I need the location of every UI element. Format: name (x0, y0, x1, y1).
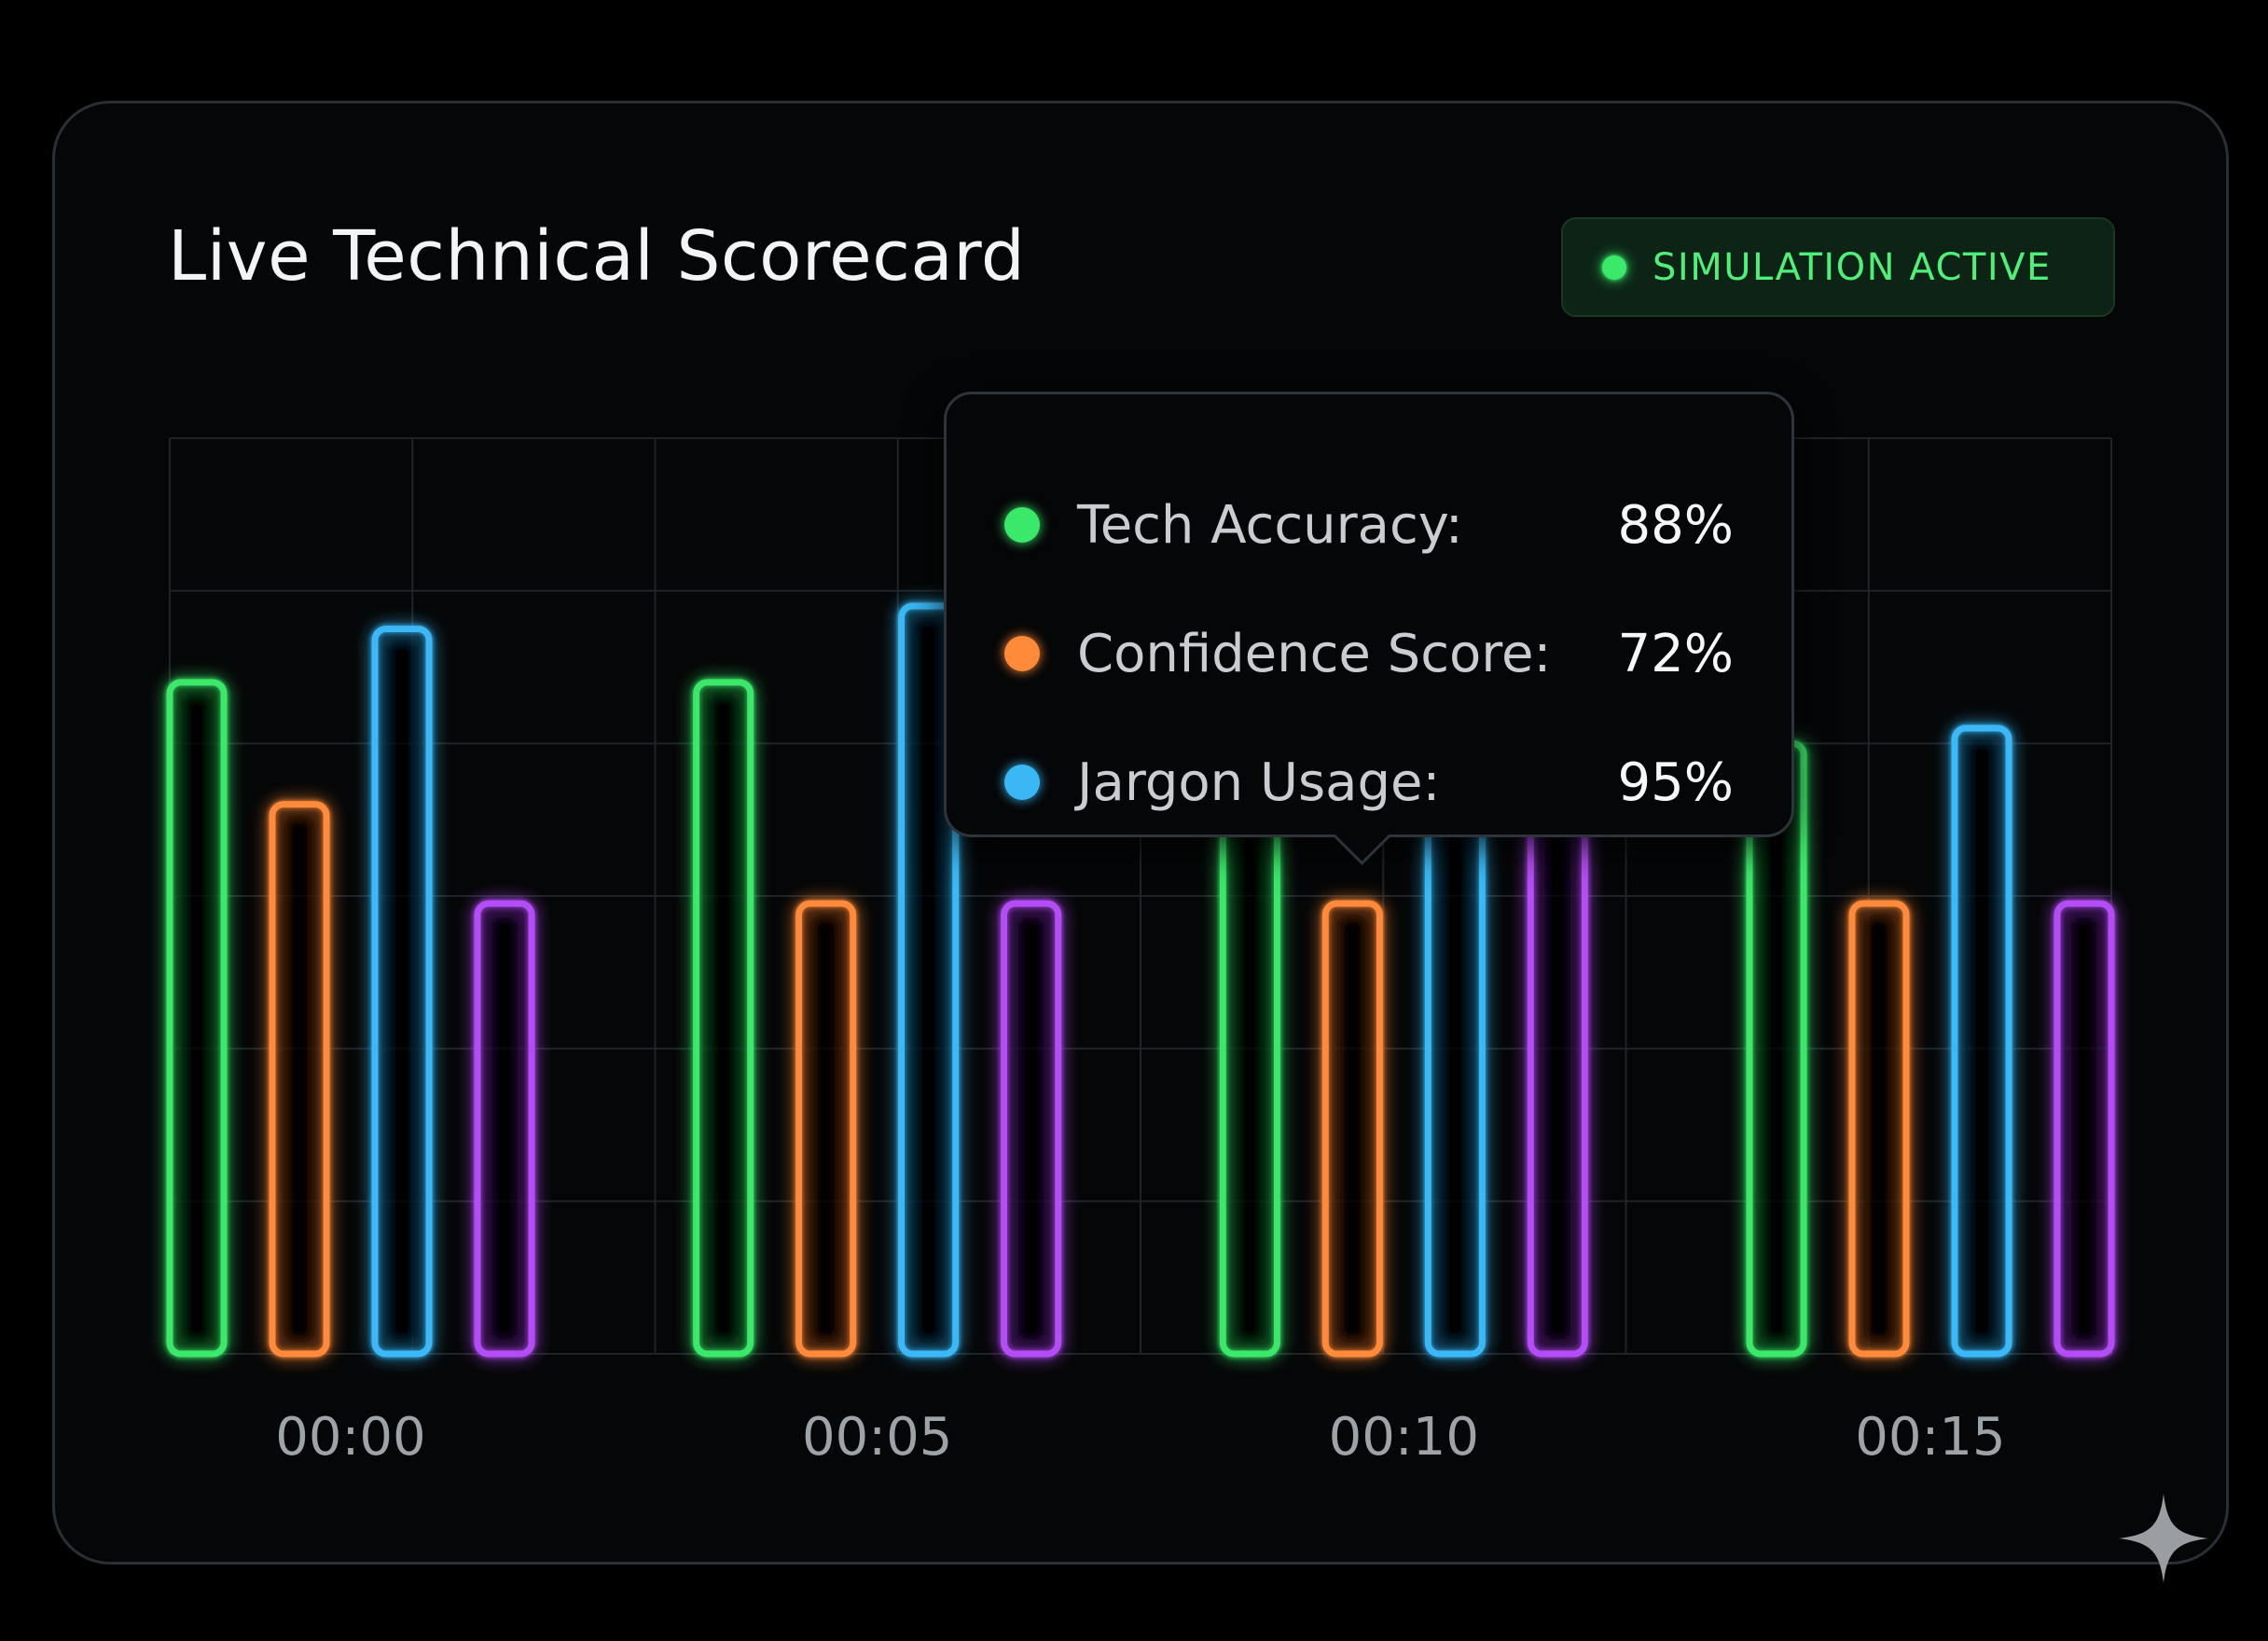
confidence-score-dot-icon (1004, 636, 1040, 671)
x-axis-ticks: 00:00 00:05 00:10 00:15 (275, 1407, 2005, 1468)
page-title: Live Technical Scorecard (168, 216, 1026, 296)
data-tooltip: Tech Accuracy: 88% Confidence Score: 72%… (944, 392, 1794, 865)
tooltip-value: 72% (1617, 623, 1734, 684)
tooltip-row-tech-accuracy: Tech Accuracy: 88% (1004, 488, 1734, 562)
x-tick-label: 00:00 (275, 1407, 425, 1468)
tooltip-row-confidence-score: Confidence Score: 72% (1004, 616, 1734, 691)
jargon-usage-dot-icon (1004, 765, 1040, 800)
tooltip-row-jargon-usage: Jargon Usage: 95% (1004, 745, 1734, 820)
chart-bar[interactable] (1001, 900, 1062, 1358)
chart-bar[interactable] (1848, 900, 1910, 1358)
tooltip-label: Tech Accuracy: (1077, 494, 1463, 556)
chart-bar[interactable] (1424, 801, 1486, 1358)
status-dot-icon (1602, 255, 1626, 280)
chart-bar[interactable] (1951, 724, 2012, 1358)
status-label: SIMULATION ACTIVE (1653, 245, 2052, 289)
chart-bar[interactable] (1527, 801, 1588, 1358)
chart-bar[interactable] (693, 679, 754, 1358)
tech-accuracy-dot-icon (1004, 507, 1040, 543)
chart-bar[interactable] (166, 679, 228, 1358)
chart-bars (166, 602, 2115, 1358)
tooltip-value: 95% (1617, 752, 1734, 813)
chart-bar[interactable] (1219, 801, 1280, 1358)
chart-bar[interactable] (371, 626, 433, 1358)
tooltip-label: Jargon Usage: (1077, 752, 1441, 813)
chart-bar[interactable] (474, 900, 535, 1358)
sparkle-icon (2119, 1494, 2208, 1583)
x-tick-label: 00:05 (802, 1407, 952, 1468)
chart-bar[interactable] (269, 801, 330, 1358)
status-badge: SIMULATION ACTIVE (1561, 217, 2115, 317)
chart-bar[interactable] (1321, 900, 1383, 1358)
chart-bar[interactable] (898, 602, 960, 1358)
x-tick-label: 00:15 (1855, 1407, 2005, 1468)
x-tick-label: 00:10 (1329, 1407, 1479, 1468)
tooltip-label: Confidence Score: (1077, 623, 1552, 684)
tooltip-value: 88% (1617, 494, 1734, 556)
chart-bar[interactable] (795, 900, 857, 1358)
chart-bar[interactable] (2054, 900, 2115, 1358)
